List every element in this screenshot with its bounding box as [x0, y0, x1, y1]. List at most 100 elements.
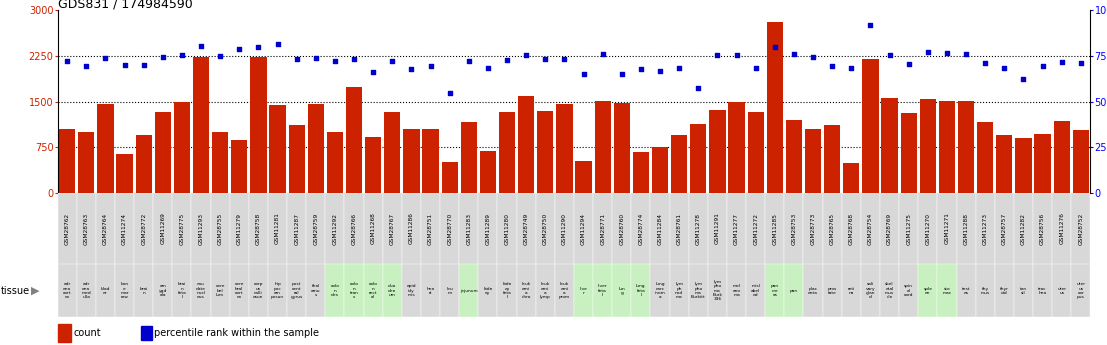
Bar	[384, 112, 401, 193]
Bar	[518, 96, 535, 193]
Bar	[652, 147, 669, 193]
Bar	[76, 264, 96, 317]
Text: am
ygd
ala: am ygd ala	[158, 284, 167, 297]
Text: lung
feta
l: lung feta l	[637, 284, 645, 297]
Point	[613, 71, 631, 77]
Text: leuk
emi
a
prom: leuk emi a prom	[559, 282, 570, 299]
Text: percentile rank within the sample: percentile rank within the sample	[154, 328, 319, 338]
Bar	[918, 264, 938, 317]
Bar	[307, 193, 325, 264]
Text: thyr
oid: thyr oid	[1000, 286, 1008, 295]
Bar	[573, 193, 593, 264]
Bar	[497, 193, 517, 264]
Text: GSM11271: GSM11271	[944, 213, 950, 245]
Text: bon
e
mar
row: bon e mar row	[121, 282, 128, 299]
Text: GSM11291: GSM11291	[715, 213, 720, 245]
Text: GSM28761: GSM28761	[676, 213, 682, 245]
Bar	[861, 264, 880, 317]
Bar	[344, 193, 363, 264]
Point	[479, 65, 497, 70]
Bar	[97, 104, 114, 193]
Text: hea
rt: hea rt	[426, 286, 435, 295]
Bar	[402, 193, 421, 264]
Bar	[861, 193, 880, 264]
Bar	[1052, 264, 1072, 317]
Text: sali
vary
glan
d: sali vary glan d	[866, 282, 876, 299]
Bar	[365, 137, 381, 193]
Bar	[153, 193, 173, 264]
Bar	[938, 264, 956, 317]
Point	[842, 65, 860, 70]
Bar	[823, 264, 841, 317]
Point	[881, 52, 899, 58]
Text: GSM11281: GSM11281	[275, 213, 280, 245]
Bar	[1072, 193, 1090, 264]
Bar	[230, 264, 249, 317]
Text: GSM11283: GSM11283	[466, 213, 472, 245]
Point	[441, 90, 458, 96]
Point	[364, 69, 382, 75]
Bar	[690, 124, 706, 193]
Bar	[823, 193, 841, 264]
Text: lung
carc
inom
a: lung carc inom a	[654, 282, 665, 299]
Bar	[327, 132, 343, 193]
Bar	[268, 193, 287, 264]
Bar	[805, 129, 821, 193]
Bar	[707, 264, 727, 317]
Bar	[268, 264, 287, 317]
Bar	[230, 193, 249, 264]
Bar	[975, 193, 995, 264]
Bar	[1052, 193, 1072, 264]
Text: thy
mus: thy mus	[981, 286, 990, 295]
Bar	[593, 264, 612, 317]
Bar	[804, 264, 823, 317]
Bar	[651, 193, 670, 264]
Point	[154, 55, 172, 60]
Text: GSM11294: GSM11294	[581, 213, 586, 245]
Point	[1072, 60, 1089, 66]
Bar	[383, 193, 402, 264]
Bar	[613, 103, 630, 193]
Bar	[193, 57, 209, 193]
Bar	[287, 264, 307, 317]
Text: GSM28762: GSM28762	[64, 213, 70, 245]
Point	[976, 60, 994, 66]
Text: GSM11284: GSM11284	[658, 213, 663, 245]
Bar	[995, 264, 1014, 317]
Bar	[478, 193, 497, 264]
Point	[327, 58, 344, 64]
Text: lym
ph
nod
ma: lym ph nod ma	[675, 282, 683, 299]
Point	[919, 49, 937, 55]
Bar	[555, 193, 573, 264]
Text: GSM28763: GSM28763	[84, 213, 89, 245]
Point	[269, 41, 287, 47]
Bar	[555, 264, 573, 317]
Bar	[59, 129, 75, 193]
Bar	[289, 125, 304, 193]
Text: trac
hea: trac hea	[1038, 286, 1047, 295]
Point	[1053, 59, 1070, 65]
Text: GSM11277: GSM11277	[734, 213, 739, 245]
Bar	[689, 264, 707, 317]
Bar	[479, 150, 496, 193]
Bar	[594, 101, 611, 193]
Point	[288, 56, 306, 62]
Text: count: count	[73, 328, 101, 338]
Point	[747, 66, 765, 71]
Bar	[499, 111, 515, 193]
Text: GSM11286: GSM11286	[408, 213, 414, 245]
Text: plac
enta: plac enta	[808, 286, 818, 295]
Point	[671, 65, 689, 70]
Point	[96, 55, 114, 61]
Text: lym
pho
ma
Burk
336: lym pho ma Burk 336	[713, 280, 723, 301]
Bar	[671, 135, 687, 193]
Bar	[1033, 264, 1052, 317]
Bar	[1033, 193, 1052, 264]
Point	[77, 64, 95, 69]
Point	[861, 22, 879, 28]
Point	[900, 61, 918, 67]
Text: GSM11280: GSM11280	[505, 213, 509, 245]
Text: GSM28757: GSM28757	[1002, 213, 1007, 245]
Text: pan: pan	[790, 289, 798, 293]
Point	[785, 51, 803, 56]
